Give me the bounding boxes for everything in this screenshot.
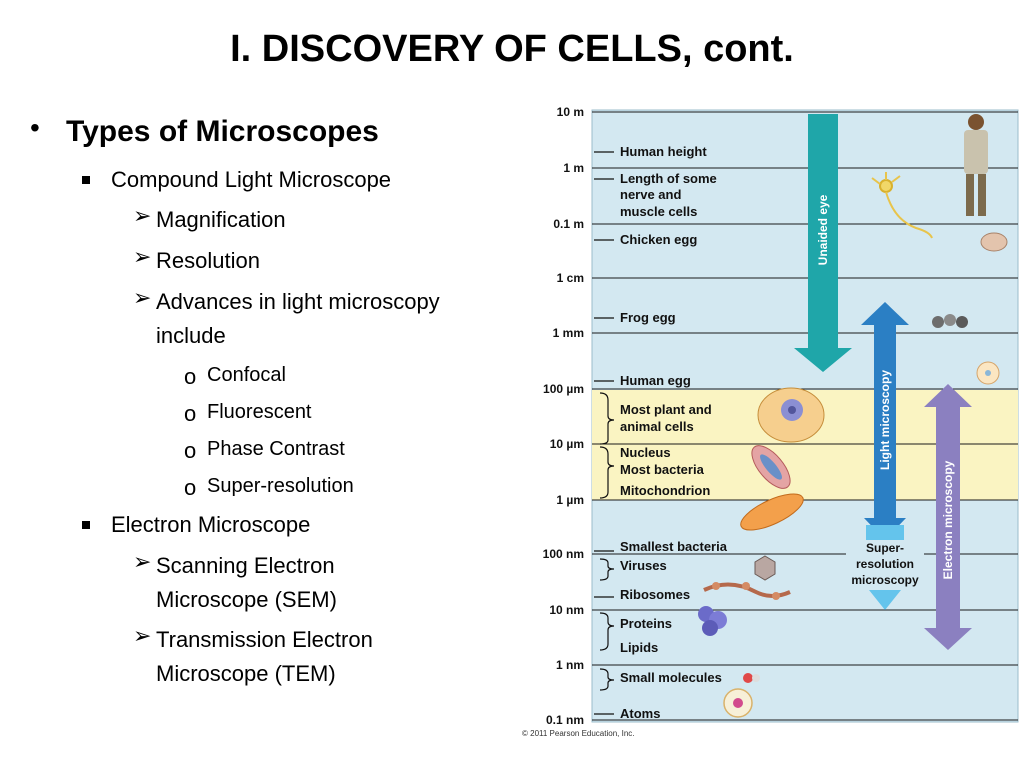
- bullet-advances-cont: include: [156, 323, 226, 348]
- scale-label-1um: 1 µm: [556, 493, 584, 507]
- unaided-eye-label: Unaided eye: [816, 194, 830, 265]
- super-resolution-line2: resolution: [856, 557, 914, 571]
- scale-label-10m: 10 m: [557, 105, 584, 119]
- bullet-tem: Transmission Electron: [156, 627, 373, 652]
- arrow-bullet-icon: ➢: [133, 549, 152, 574]
- bullet-super-resolution: Super-resolution: [207, 475, 354, 497]
- item-small-molecules: Small molecules: [620, 670, 722, 685]
- bullet-dot-icon: •: [30, 112, 40, 143]
- item-most-bacteria: Most bacteria: [620, 462, 705, 477]
- item-smallest-bacteria: Smallest bacteria: [620, 539, 728, 554]
- item-plant-animal-line1: Most plant and: [620, 402, 712, 417]
- bullet-sem-cont: Microscope (SEM): [156, 587, 337, 612]
- scale-label-1nm: 1 nm: [556, 658, 584, 672]
- circle-bullet-icon: o: [184, 401, 197, 426]
- item-mitochondrion: Mitochondrion: [620, 483, 710, 498]
- scale-label-100um: 100 µm: [543, 382, 584, 396]
- microscopy-scale-figure: 10 m 1 m 0.1 m 1 cm 1 mm 100 µm 10 µm 1 …: [522, 105, 1019, 738]
- nerve-cell-illustration: [871, 172, 933, 239]
- item-ribosomes: Ribosomes: [620, 587, 690, 602]
- arrow-bullet-icon: ➢: [133, 244, 152, 269]
- scale-label-10nm: 10 nm: [549, 603, 584, 617]
- human-figure-illustration: [964, 114, 988, 216]
- virus-illustration: [754, 555, 776, 581]
- item-human-height: Human height: [620, 144, 707, 159]
- light-microscopy-label: Light microscopy: [878, 370, 892, 470]
- frog-egg-illustration: [932, 314, 968, 328]
- bullet-tem-cont: Microscope (TEM): [156, 661, 336, 686]
- light-microscopy-arrow: Light microscopy: [861, 302, 909, 540]
- human-egg-illustration: [976, 361, 1000, 385]
- atom-illustration: [723, 688, 753, 718]
- super-resolution-line3: microscopy: [851, 573, 919, 587]
- scale-label-1m: 1 m: [563, 161, 584, 175]
- circle-bullet-icon: o: [184, 438, 197, 463]
- circle-bullet-icon: o: [184, 364, 197, 389]
- animal-cell-illustration: [757, 387, 825, 443]
- scale-label-1mm: 1 mm: [553, 326, 584, 340]
- super-resolution-line1: Super-: [866, 541, 904, 555]
- square-bullet-icon: [82, 521, 90, 529]
- bullet-phase-contrast: Phase Contrast: [207, 438, 345, 460]
- square-bullet-icon: [82, 176, 90, 184]
- bullet-magnification: Magnification: [156, 207, 286, 232]
- bacterium-illustration: [751, 445, 791, 489]
- item-proteins: Proteins: [620, 616, 672, 631]
- copyright-text: © 2011 Pearson Education, Inc.: [522, 729, 634, 738]
- super-resolution-arrow: Super- resolution microscopy: [846, 525, 924, 610]
- ribosome-illustration: [703, 582, 791, 600]
- mitochondrion-illustration: [740, 493, 804, 531]
- item-viruses: Viruses: [620, 558, 667, 573]
- bullet-confocal: Confocal: [207, 364, 286, 386]
- arrow-bullet-icon: ➢: [133, 285, 152, 310]
- circle-bullet-icon: o: [184, 475, 197, 500]
- item-atoms: Atoms: [620, 706, 660, 721]
- scale-label-100nm: 100 nm: [543, 547, 584, 561]
- small-molecule-illustration: [743, 673, 760, 683]
- item-nerve-line3: muscle cells: [620, 204, 697, 219]
- item-human-egg: Human egg: [620, 373, 691, 388]
- item-chicken-egg: Chicken egg: [620, 232, 697, 247]
- item-lipids: Lipids: [620, 640, 658, 655]
- electron-microscopy-label: Electron microscopy: [941, 460, 955, 579]
- bullet-fluorescent: Fluorescent: [207, 401, 312, 423]
- scale-label-0-1m: 0.1 m: [553, 217, 584, 231]
- bullet-advances: Advances in light microscopy: [156, 289, 440, 314]
- item-frog-egg: Frog egg: [620, 310, 676, 325]
- unaided-eye-arrow: Unaided eye: [794, 114, 852, 372]
- item-nerve-line1: Length of some: [620, 171, 717, 186]
- chicken-egg-illustration: [980, 232, 1008, 252]
- scale-label-0-1nm: 0.1 nm: [546, 713, 584, 727]
- electron-microscopy-arrow: Electron microscopy: [924, 384, 972, 650]
- scale-label-10um: 10 µm: [550, 437, 584, 451]
- bullet-resolution: Resolution: [156, 248, 260, 273]
- arrow-bullet-icon: ➢: [133, 203, 152, 228]
- item-plant-animal-line2: animal cells: [620, 419, 694, 434]
- slide-title: I. DISCOVERY OF CELLS, cont.: [230, 28, 794, 70]
- bullet-electron-microscope: Electron Microscope: [111, 512, 311, 537]
- bullet-compound-light-microscope: Compound Light Microscope: [111, 167, 392, 192]
- scale-label-1cm: 1 cm: [557, 271, 584, 285]
- bullet-types-of-microscopes: Types of Microscopes: [66, 115, 379, 148]
- item-nucleus: Nucleus: [620, 445, 671, 460]
- arrow-bullet-icon: ➢: [133, 623, 152, 648]
- bullet-sem: Scanning Electron: [156, 553, 335, 578]
- item-nerve-line2: nerve and: [620, 187, 681, 202]
- protein-illustration: [698, 606, 727, 636]
